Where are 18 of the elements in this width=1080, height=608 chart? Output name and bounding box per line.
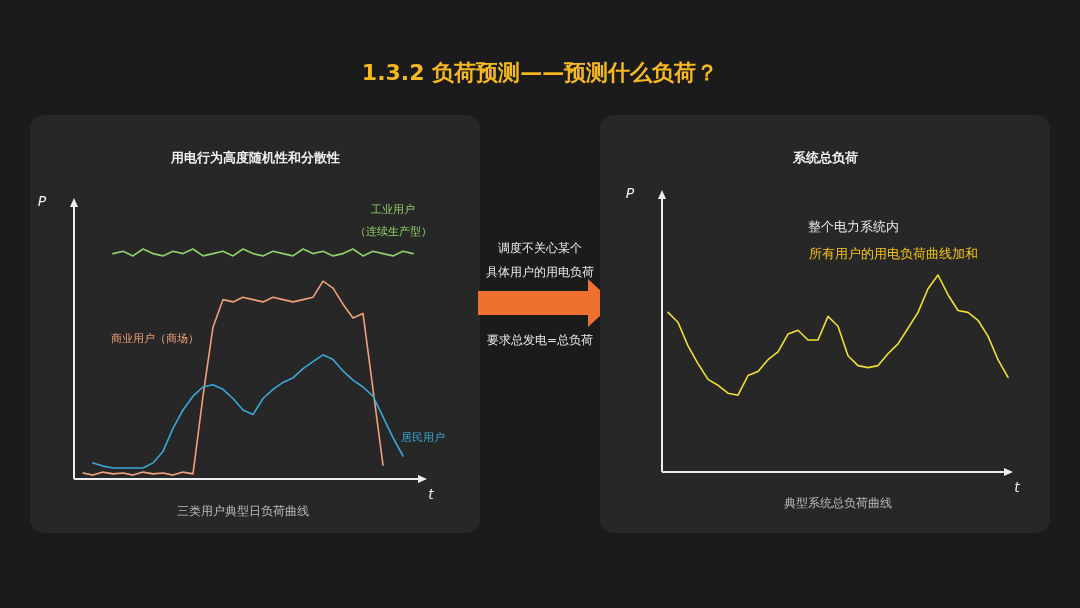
- text: 1.3.2 负荷预测——预测什么负荷？: [361, 60, 719, 85]
- text: 三类用户典型日负荷曲线: [177, 504, 309, 518]
- text: （连续生产型）: [354, 225, 432, 238]
- y-axis-title: P: [625, 185, 635, 201]
- x-axis-title: t: [428, 486, 435, 502]
- chart-title: 系统总负荷: [791, 150, 858, 165]
- y-axis-title: P: [37, 193, 47, 209]
- x-axis-title: t: [1014, 479, 1021, 495]
- text: 具体用户的用电负荷: [486, 265, 594, 279]
- text: 要求总发电=总负荷: [486, 333, 594, 347]
- series-label: 商业用户（商场）: [111, 332, 199, 345]
- text: 整个电力系统内: [807, 219, 899, 234]
- series-label: 居民用户: [401, 431, 445, 444]
- text: 所有用户的用电负荷曲线加和: [808, 246, 978, 261]
- chart-title: 用电行为高度随机性和分散性: [169, 150, 340, 165]
- text: 调度不关心某个: [498, 241, 582, 255]
- text: 工业用户: [371, 203, 415, 216]
- text: 典型系统总负荷曲线: [784, 496, 892, 510]
